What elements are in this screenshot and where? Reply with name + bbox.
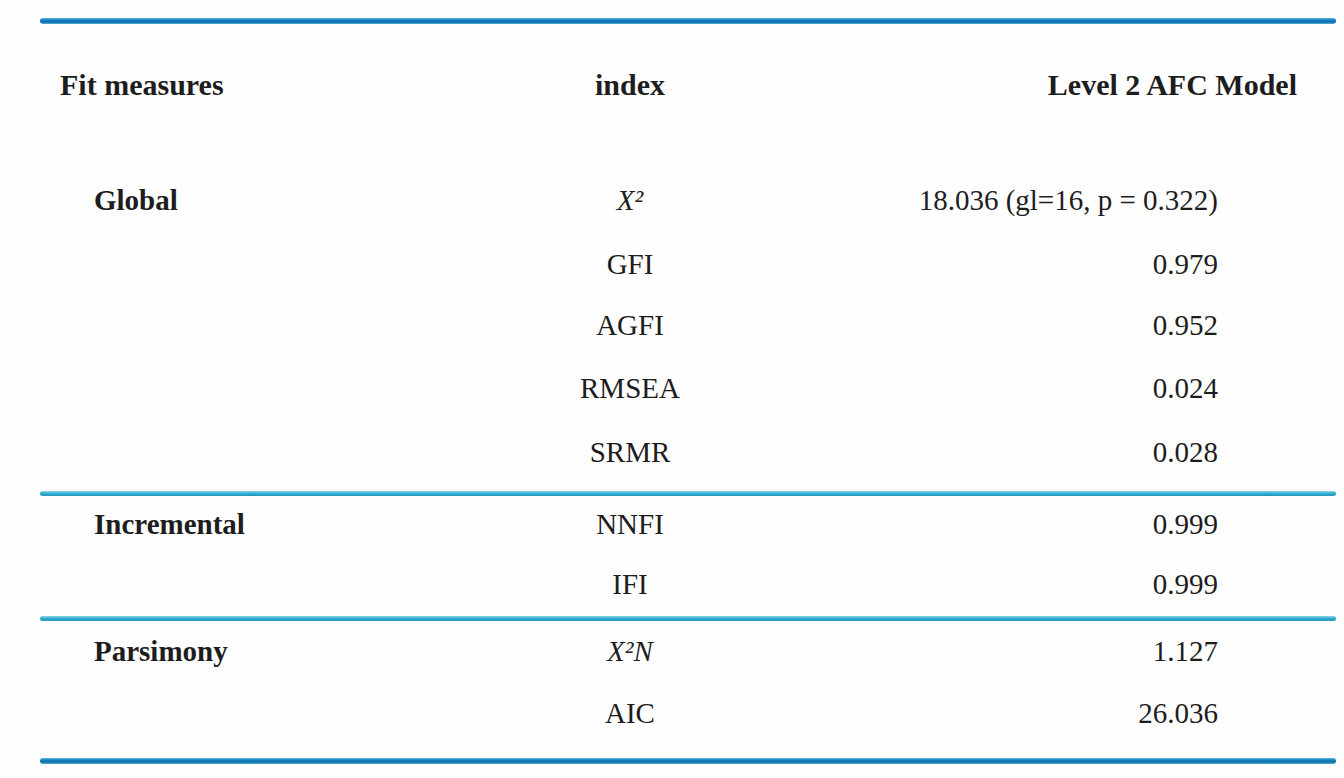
table-row: Global X² 18.036 (gl=16, p = 0.322)	[0, 178, 1344, 222]
value-cell: 0.952	[840, 303, 1344, 347]
index-label: IFI	[420, 562, 840, 606]
column-header-fit-measures: Fit measures	[0, 63, 420, 107]
table-row: SRMR 0.028	[0, 430, 1344, 474]
group-label	[0, 691, 420, 735]
table-header-row: Fit measures index Level 2 AFC Model	[0, 63, 1344, 107]
index-label: NNFI	[420, 502, 840, 546]
column-header-model: Level 2 AFC Model	[840, 63, 1344, 107]
group-label: Parsimony	[0, 629, 420, 673]
table-bottom-rule	[40, 758, 1336, 764]
table-row: Parsimony X²N 1.127	[0, 629, 1344, 673]
group-label	[0, 562, 420, 606]
value-cell: 18.036 (gl=16, p = 0.322)	[840, 178, 1344, 222]
fit-measures-table: Fit measures index Level 2 AFC Model Glo…	[0, 0, 1344, 778]
column-header-index: index	[420, 63, 840, 107]
group-label	[0, 430, 420, 474]
index-label: GFI	[420, 242, 840, 286]
table-row: IFI 0.999	[0, 562, 1344, 606]
table-row: Incremental NNFI 0.999	[0, 502, 1344, 546]
table-section-rule-global	[40, 491, 1336, 496]
value-cell: 26.036	[840, 691, 1344, 735]
group-label: Incremental	[0, 502, 420, 546]
table-top-rule	[40, 18, 1336, 24]
value-cell: 0.979	[840, 242, 1344, 286]
index-label: RMSEA	[420, 366, 840, 410]
group-label	[0, 242, 420, 286]
index-label: X²	[420, 178, 840, 222]
index-label: AIC	[420, 691, 840, 735]
group-label	[0, 366, 420, 410]
table-row: GFI 0.979	[0, 242, 1344, 286]
table-row: AGFI 0.952	[0, 303, 1344, 347]
group-label	[0, 303, 420, 347]
value-cell: 0.024	[840, 366, 1344, 410]
value-cell: 0.999	[840, 562, 1344, 606]
index-label: X²N	[420, 629, 840, 673]
table-row: RMSEA 0.024	[0, 366, 1344, 410]
index-label: SRMR	[420, 430, 840, 474]
group-label: Global	[0, 178, 420, 222]
value-cell: 0.028	[840, 430, 1344, 474]
table-row: AIC 26.036	[0, 691, 1344, 735]
value-cell: 0.999	[840, 502, 1344, 546]
value-cell: 1.127	[840, 629, 1344, 673]
table-section-rule-incremental	[40, 616, 1336, 621]
index-label: AGFI	[420, 303, 840, 347]
